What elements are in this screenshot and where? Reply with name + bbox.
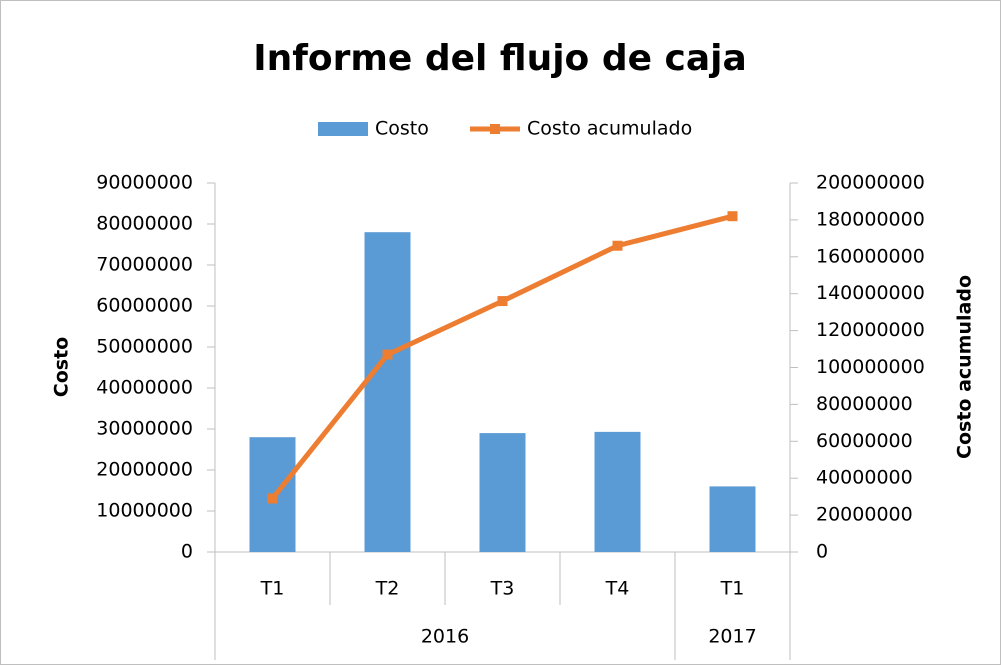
x-tick-label: T1 <box>260 578 285 600</box>
line-marker <box>267 493 278 504</box>
x-tick-label: T3 <box>490 578 515 600</box>
y2-tick-label: 200000000 <box>816 172 925 194</box>
y2-tick-label: 40000000 <box>816 467 913 489</box>
legend-label: Costo acumulado <box>527 118 692 140</box>
y2-tick-label: 0 <box>816 541 828 563</box>
y2-tick-label: 100000000 <box>816 356 925 378</box>
legend-swatch <box>318 122 368 136</box>
x-tick-label: T2 <box>375 578 400 600</box>
y2-tick-label: 60000000 <box>816 430 913 452</box>
line-marker <box>382 349 393 360</box>
y-tick-label: 0 <box>181 541 193 563</box>
group-label: 2017 <box>708 626 756 648</box>
y-tick-label: 80000000 <box>96 213 193 235</box>
line-marker <box>612 240 623 251</box>
legend-label: Costo <box>375 118 429 140</box>
y-tick-label: 10000000 <box>96 500 193 522</box>
y-tick-label: 70000000 <box>96 254 193 276</box>
y2-tick-label: 20000000 <box>816 504 913 526</box>
y-tick-label: 60000000 <box>96 295 193 317</box>
y2-tick-label: 140000000 <box>816 282 925 304</box>
y-axis-label: Costo <box>51 337 73 397</box>
line-marker <box>497 296 508 307</box>
legend-swatch-marker <box>490 124 500 134</box>
line-marker <box>727 211 738 222</box>
x-tick-label: T1 <box>720 578 745 600</box>
y2-tick-label: 120000000 <box>816 319 925 341</box>
x-tick-label: T4 <box>605 578 630 600</box>
y2-axis-label: Costo acumulado <box>954 275 976 459</box>
bar <box>479 433 526 552</box>
y2-tick-label: 160000000 <box>816 245 925 267</box>
y-tick-label: 90000000 <box>96 172 193 194</box>
y2-tick-label: 180000000 <box>816 208 925 230</box>
y2-tick-label: 80000000 <box>816 393 913 415</box>
y-tick-label: 30000000 <box>96 418 193 440</box>
group-label: 2016 <box>421 626 469 648</box>
y-tick-label: 50000000 <box>96 336 193 358</box>
y-tick-label: 40000000 <box>96 377 193 399</box>
bar <box>594 431 641 552</box>
chart-title: Informe del flujo de caja <box>253 38 747 79</box>
bar <box>364 232 411 552</box>
bar <box>709 486 756 552</box>
y-tick-label: 20000000 <box>96 459 193 481</box>
